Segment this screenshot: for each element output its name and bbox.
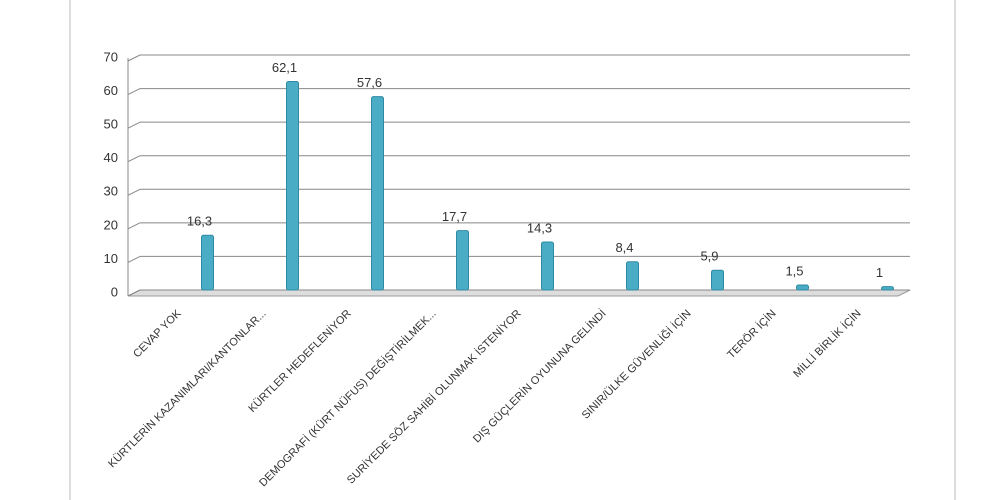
y-tick-label: 30: [104, 184, 118, 199]
y-tick-label: 60: [104, 83, 118, 98]
bar: [371, 96, 384, 291]
bar: [796, 284, 809, 291]
bar: [626, 261, 639, 291]
grid-line: [127, 88, 141, 96]
y-tick-label: 10: [104, 251, 118, 266]
x-tick-label: TERÖR İÇİN: [725, 307, 779, 361]
grid-line: [127, 54, 141, 62]
value-label: 5,9: [700, 249, 718, 264]
bar: [881, 286, 894, 291]
y-tick-label: 0: [111, 284, 118, 299]
value-label: 16,3: [187, 214, 212, 229]
grid-line: [127, 188, 141, 196]
chart-frame: [69, 0, 956, 500]
grid-line: [127, 222, 141, 230]
value-label: 1: [876, 265, 883, 280]
x-tick-label: MİLLİ BİRLİK İÇİN: [791, 307, 864, 380]
x-tick-label: KÜRTLER HEDEFLENİYOR: [246, 307, 354, 415]
value-label: 17,7: [442, 209, 467, 224]
grid-line: [127, 121, 141, 129]
x-tick-label: CEVAP YOK: [131, 307, 184, 360]
y-tick-label: 40: [104, 150, 118, 165]
value-label: 62,1: [272, 60, 297, 75]
bar: [201, 234, 214, 291]
bar: [456, 230, 469, 291]
value-label: 1,5: [785, 263, 803, 278]
bar: [711, 269, 724, 291]
bar: [286, 81, 299, 291]
bar: [541, 241, 554, 291]
x-tick-label: DEMOGRAFİ (KÜRT NÜFUS) DEĞİŞTİRİLMEK...: [256, 307, 438, 489]
x-tick-label: DIŞ GÜÇLERİN OYUNUNA GELİNDİ: [470, 307, 608, 445]
value-label: 8,4: [615, 240, 633, 255]
x-tick-label: SURİYEDE SÖZ SAHİBİ OLUNMAK İSTENİYOR: [344, 307, 524, 487]
floor: [127, 289, 911, 297]
grid-line: [127, 155, 141, 163]
y-tick-label: 70: [104, 49, 118, 64]
grid-line: [127, 289, 141, 297]
value-label: 14,3: [527, 220, 552, 235]
y-tick-label: 50: [104, 117, 118, 132]
value-label: 57,6: [357, 75, 382, 90]
x-tick-label: KÜRTLERİN KAZANIMLARI/KANTONLAR...: [105, 307, 268, 470]
y-tick-label: 20: [104, 217, 118, 232]
grid-line: [127, 255, 141, 263]
